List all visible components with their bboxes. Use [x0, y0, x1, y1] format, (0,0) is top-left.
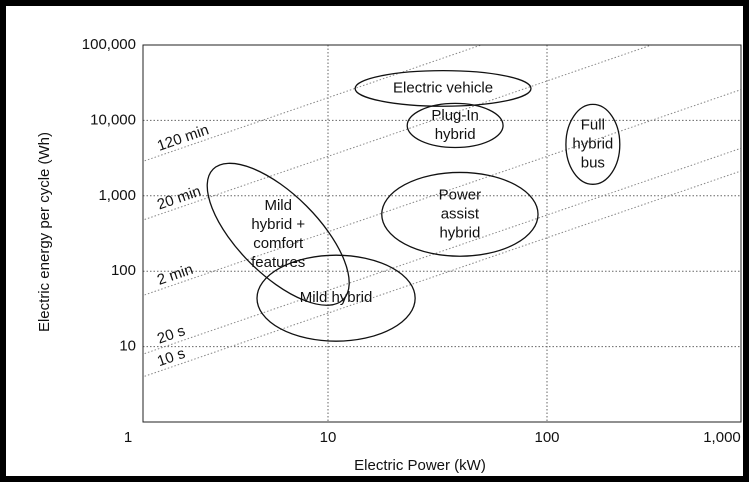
region-label: comfort	[253, 235, 304, 252]
plot-area	[143, 45, 741, 422]
region-label: Plug-In	[431, 107, 479, 124]
region-label: Full	[581, 116, 605, 133]
time-line	[143, 147, 741, 355]
region	[565, 103, 621, 185]
region-label: Mild hybrid	[300, 289, 373, 306]
time-line	[143, 170, 741, 378]
plot-frame	[142, 44, 742, 423]
region-label: assist	[441, 205, 480, 222]
region-label: hybrid	[439, 224, 480, 241]
x-tick-label: 1	[124, 429, 132, 446]
region	[354, 69, 532, 107]
region-label: hybrid	[572, 135, 613, 152]
x-tick-label: 10	[320, 429, 337, 446]
region-label: Mild	[264, 197, 292, 214]
y-tick-label: 10,000	[90, 111, 136, 128]
y-axis-title: Electric energy per cycle (Wh)	[36, 132, 53, 332]
region	[256, 254, 416, 342]
y-tick-label: 10	[119, 338, 136, 355]
region-label: hybrid +	[251, 216, 305, 233]
region	[406, 102, 504, 149]
y-tick-label: 100	[111, 262, 136, 279]
x-tick-label: 1,000	[703, 429, 741, 446]
y-tick-label: 100,000	[82, 36, 136, 53]
region-label: features	[251, 254, 305, 271]
region-label: Electric vehicle	[393, 79, 493, 96]
time-line	[143, 89, 741, 297]
time-line	[143, 45, 654, 221]
region-label: Power	[439, 186, 482, 203]
x-axis-title: Electric Power (kW)	[354, 457, 486, 474]
x-tick-label: 100	[534, 429, 559, 446]
region	[206, 162, 350, 306]
y-tick-label: 1,000	[98, 187, 136, 204]
region	[381, 171, 539, 257]
region-label: bus	[581, 154, 605, 171]
region-label: hybrid	[435, 126, 476, 143]
